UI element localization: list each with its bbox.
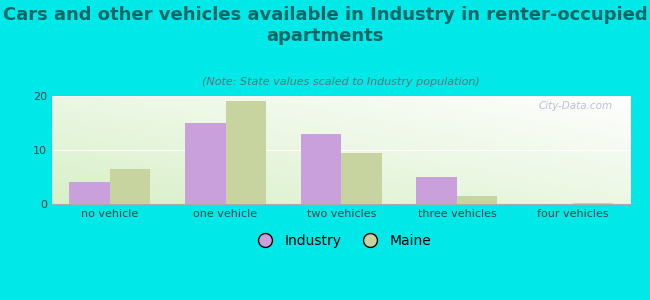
Bar [226,101,266,204]
Bar [110,169,150,204]
Text: (Note: State values scaled to Industry population): (Note: State values scaled to Industry p… [202,77,480,87]
Bar [70,182,110,204]
Bar [301,134,341,204]
Bar [185,123,226,204]
Bar [341,153,382,204]
Bar [573,203,613,204]
Text: Cars and other vehicles available in Industry in renter-occupied
apartments: Cars and other vehicles available in Ind… [3,6,647,45]
Bar [417,177,457,204]
Bar [457,196,497,204]
Legend: Industry, Maine: Industry, Maine [246,228,436,253]
Text: City-Data.com: City-Data.com [539,101,613,111]
